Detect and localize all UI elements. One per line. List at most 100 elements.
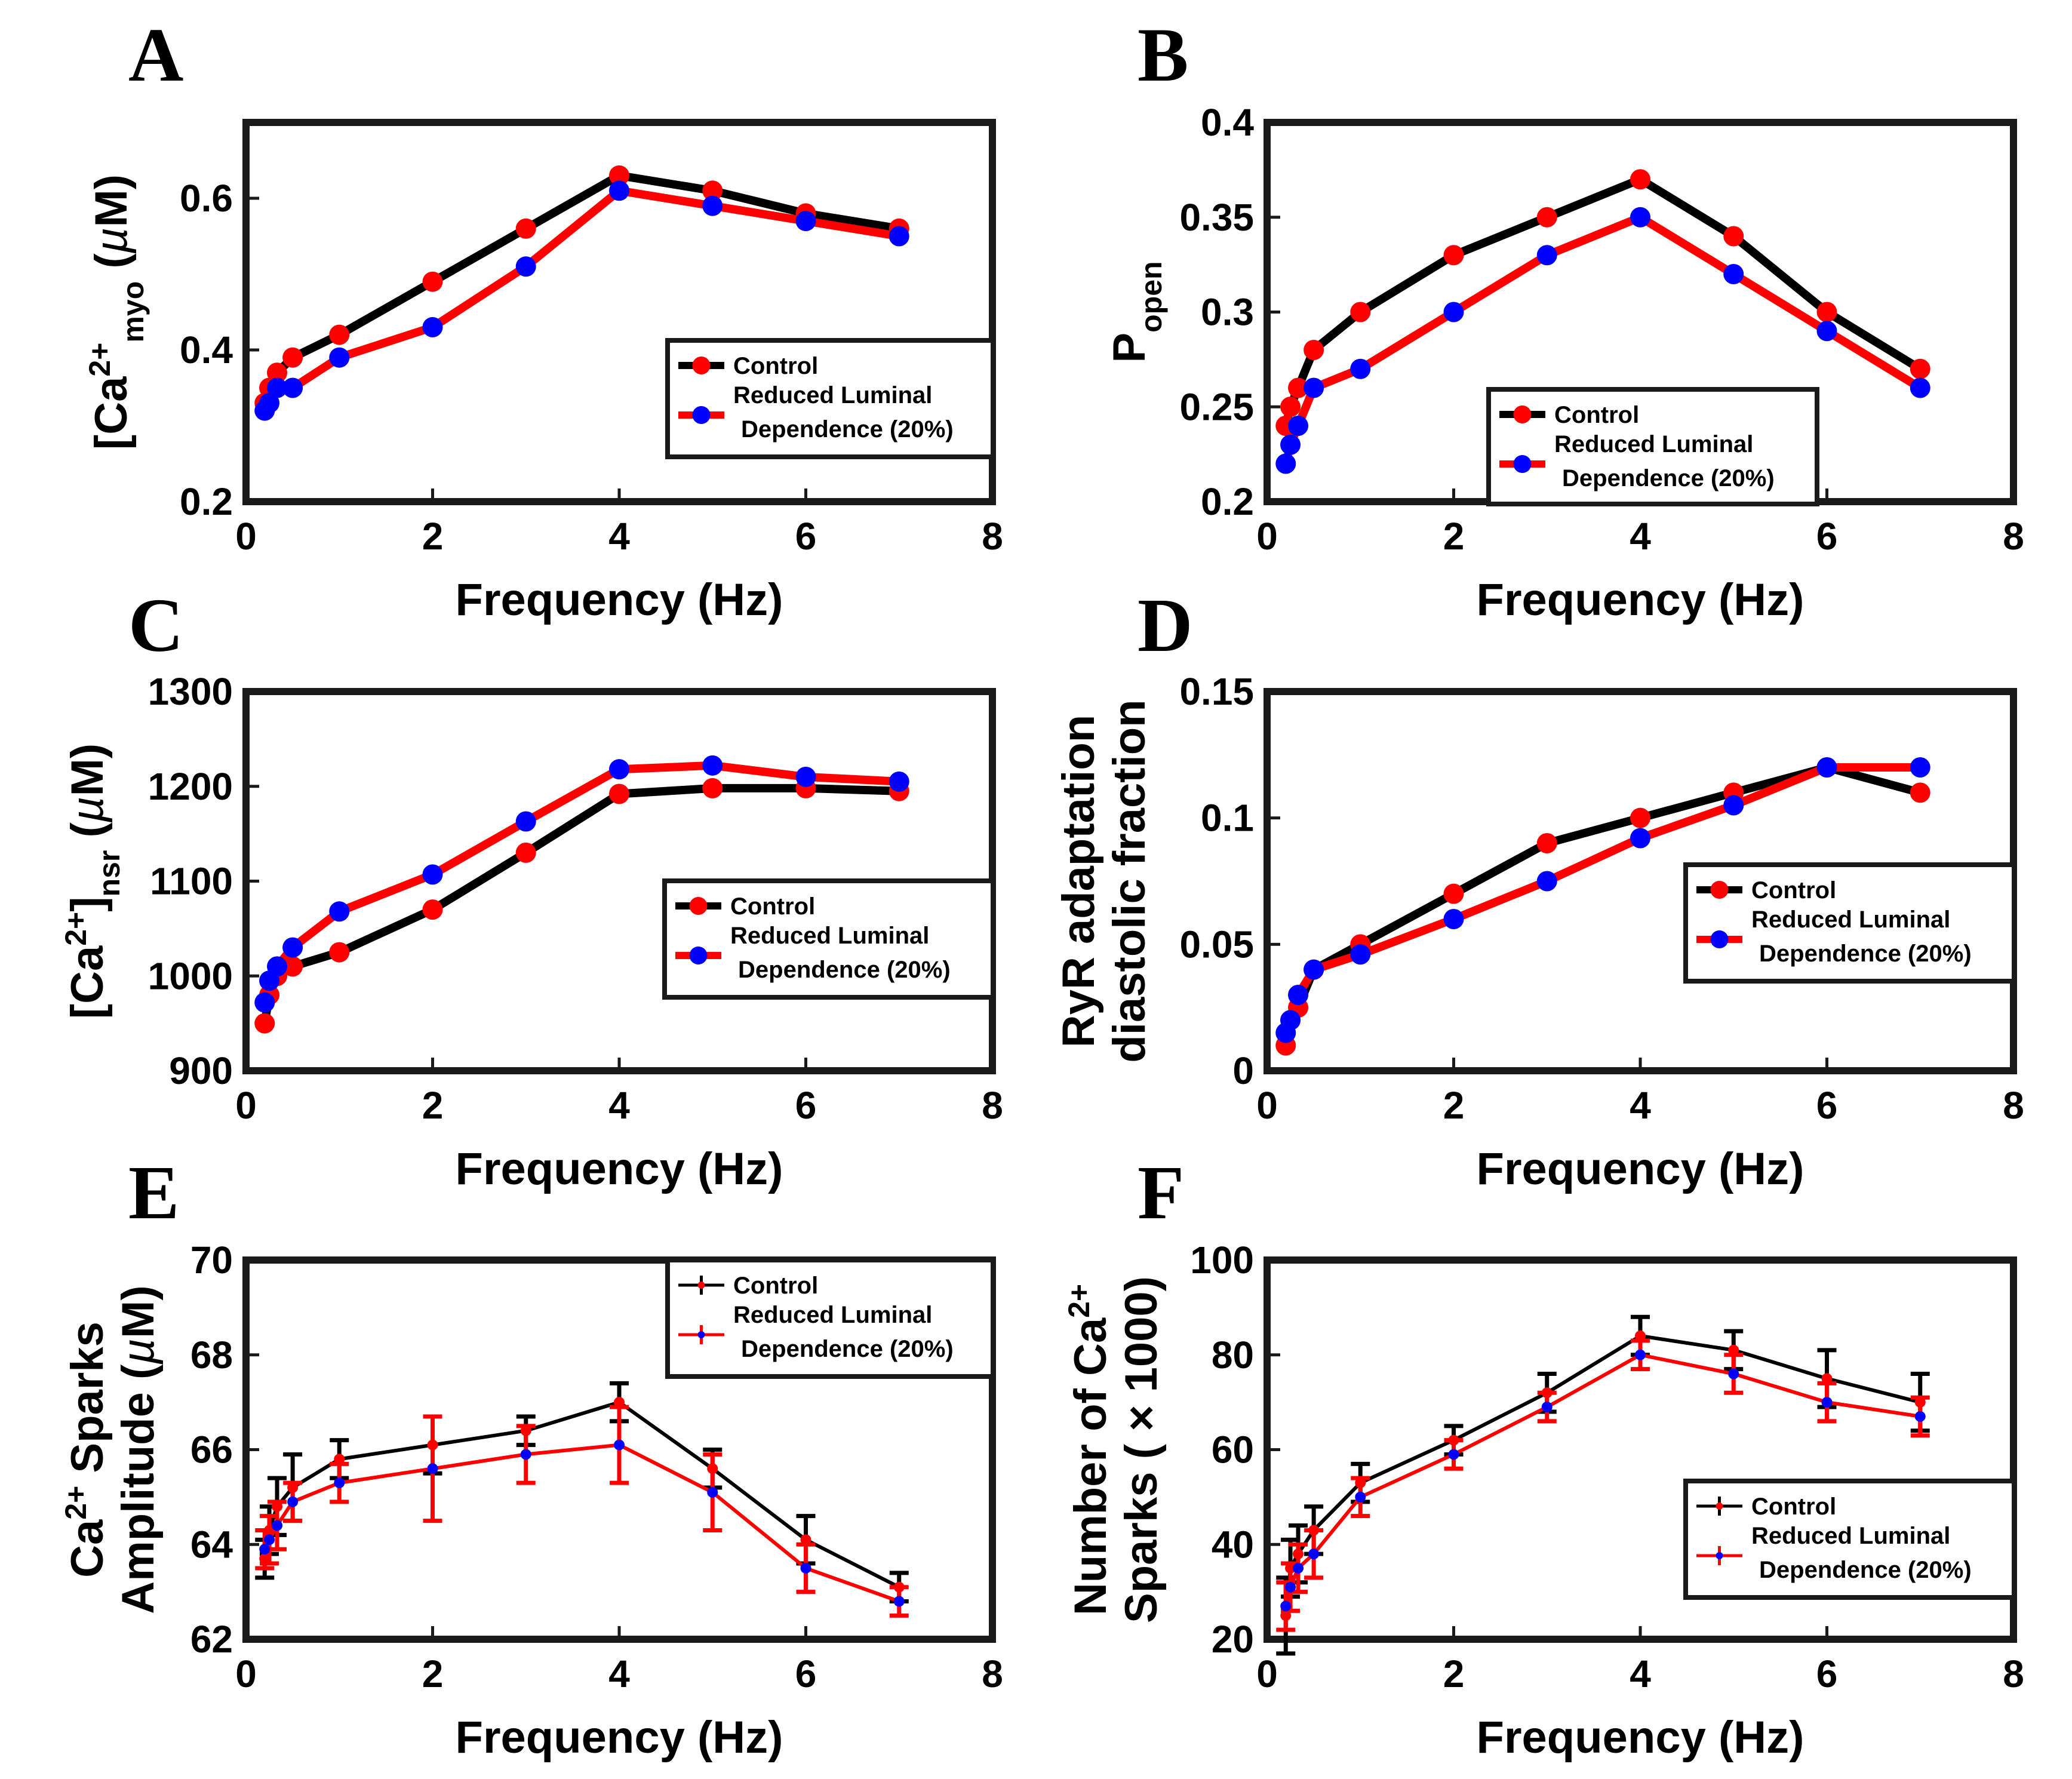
x-tick-label: 0 [1256,1084,1278,1127]
data-point [893,1596,905,1607]
data-point [1723,264,1744,284]
y-tick-label: 64 [190,1523,233,1566]
data-point [1816,302,1837,322]
y-axis-label-line1: Ca2+ Sparks [59,1322,113,1578]
y-label-part: Sparks [62,1322,113,1486]
y-label-part: × [1116,1405,1167,1431]
legend-box [662,878,995,1000]
x-tick-label: 4 [608,1084,630,1127]
y-tick-label: 0.3 [1201,291,1254,334]
legend-marker-control [689,897,708,915]
series-reduced [255,1405,909,1618]
legend: Control Reduced Luminal Dependence (20%) [665,1258,995,1379]
data-point [1350,302,1371,322]
data-point [1304,377,1324,398]
data-point [1308,1548,1320,1560]
data-point [1723,795,1744,816]
data-point [1285,1581,1296,1593]
panel-f: F 0 2 4 6 8 20 40 60 80 100 Frequency (Hz) Number of… [1062,1150,2024,1763]
data-point [1635,1349,1646,1360]
y-axis-label-line2: Sparks ( × 1000) [1116,1276,1167,1623]
data-point [267,956,288,977]
legend: Control Reduced Luminal Dependence (20%) [1683,1479,2016,1600]
y-label-part: ( [62,822,113,850]
y-tick-label: 0.4 [180,328,233,371]
y-tick-label: 80 [1212,1334,1254,1377]
data-point [282,347,303,368]
data-point [1280,1010,1301,1031]
data-point [259,1544,270,1555]
data-point [1280,397,1301,417]
legend-label-reduced-line1: Reduced Luminal [730,923,929,949]
y-label-part: nsr [93,850,126,897]
data-point [254,1013,275,1034]
data-point [1288,416,1309,436]
y-label-part: 2+ [59,1486,93,1520]
legend-marker-reduced [692,406,711,424]
data-point [334,1477,345,1489]
data-point [1723,226,1744,247]
data-point [254,992,275,1013]
legend-label-control: Control [733,353,818,379]
x-axis-label: Frequency (Hz) [1477,1712,1804,1763]
data-point [422,317,443,337]
legend-label-reduced-line1: Reduced Luminal [1751,907,1950,933]
x-tick-label: 4 [1630,1652,1651,1695]
legend-label-reduced-line1: Reduced Luminal [733,1302,932,1328]
data-point [1448,1449,1459,1460]
legend-marker-reduced [689,947,708,964]
y-tick-label: 1200 [148,765,233,808]
y-label-part: Sparks ( [1116,1431,1167,1623]
panel-b: B 0 2 4 6 8 0.2 0.25 0.3 0.35 0.4 Frequency (Hz) Pop… [1104,13,2024,625]
legend-box [1683,862,2016,984]
data-point [515,218,536,239]
series-control [1275,169,1930,436]
legend-label-reduced-line2: Dependence (20%) [741,416,954,443]
data-point [707,1486,718,1498]
series-reduced [254,755,909,1013]
y-label-part: µ [113,1338,164,1365]
legend-label-control: Control [1751,877,1836,904]
x-tick-label: 8 [2003,1084,2024,1127]
panel-label: C [128,583,183,668]
y-tick-label: 62 [190,1618,233,1661]
y-label-part: M) [62,743,113,797]
y-label-part: open [1135,261,1168,332]
y-label-part: M) [113,1285,164,1338]
data-point [329,324,350,345]
y-label-part: µ [62,796,113,823]
data-point [422,271,443,292]
data-point [1910,757,1930,778]
data-point [1816,757,1837,778]
legend-label-reduced-line2: Dependence (20%) [1562,465,1775,491]
series-control [254,778,909,1034]
x-tick-label: 6 [795,1084,817,1127]
panel-label: F [1138,1150,1184,1235]
legend-label-reduced-line1: Reduced Luminal [1554,431,1753,457]
data-point [702,195,723,216]
data-point [1914,1411,1926,1422]
x-tick-label: 4 [608,515,630,558]
data-point [515,842,536,863]
data-point [702,180,723,201]
data-point [1630,807,1650,828]
panel-d: D 0 2 4 6 8 0 0.05 0.1 0.15 Frequency (Hz) RyR adap… [1053,583,2024,1194]
y-axis-label: [Ca2+]nsr (µM) [59,743,126,1019]
y-tick-label: 0.2 [1201,480,1254,523]
y-tick-label: 0.05 [1179,923,1254,966]
y-tick-label: 0.15 [1179,670,1254,713]
data-point [1630,828,1650,849]
data-point [800,1562,811,1574]
legend-marker-control [1513,405,1532,423]
data-point [1443,883,1464,904]
data-point [1355,1491,1366,1503]
x-tick-label: 6 [1816,1652,1838,1695]
data-point [329,347,350,368]
data-point [515,811,536,832]
legend-label-reduced-line2: Dependence (20%) [738,957,951,983]
legend: Control Reduced Luminal Dependence (20%) [662,878,995,1000]
legend-marker-control [1716,1503,1723,1510]
data-point [609,180,629,201]
y-tick-label: 1100 [150,860,233,903]
panel-c: C 0 2 4 6 8 900 1000 1100 1200 1300 Frequency (Hz) [… [59,583,1003,1194]
